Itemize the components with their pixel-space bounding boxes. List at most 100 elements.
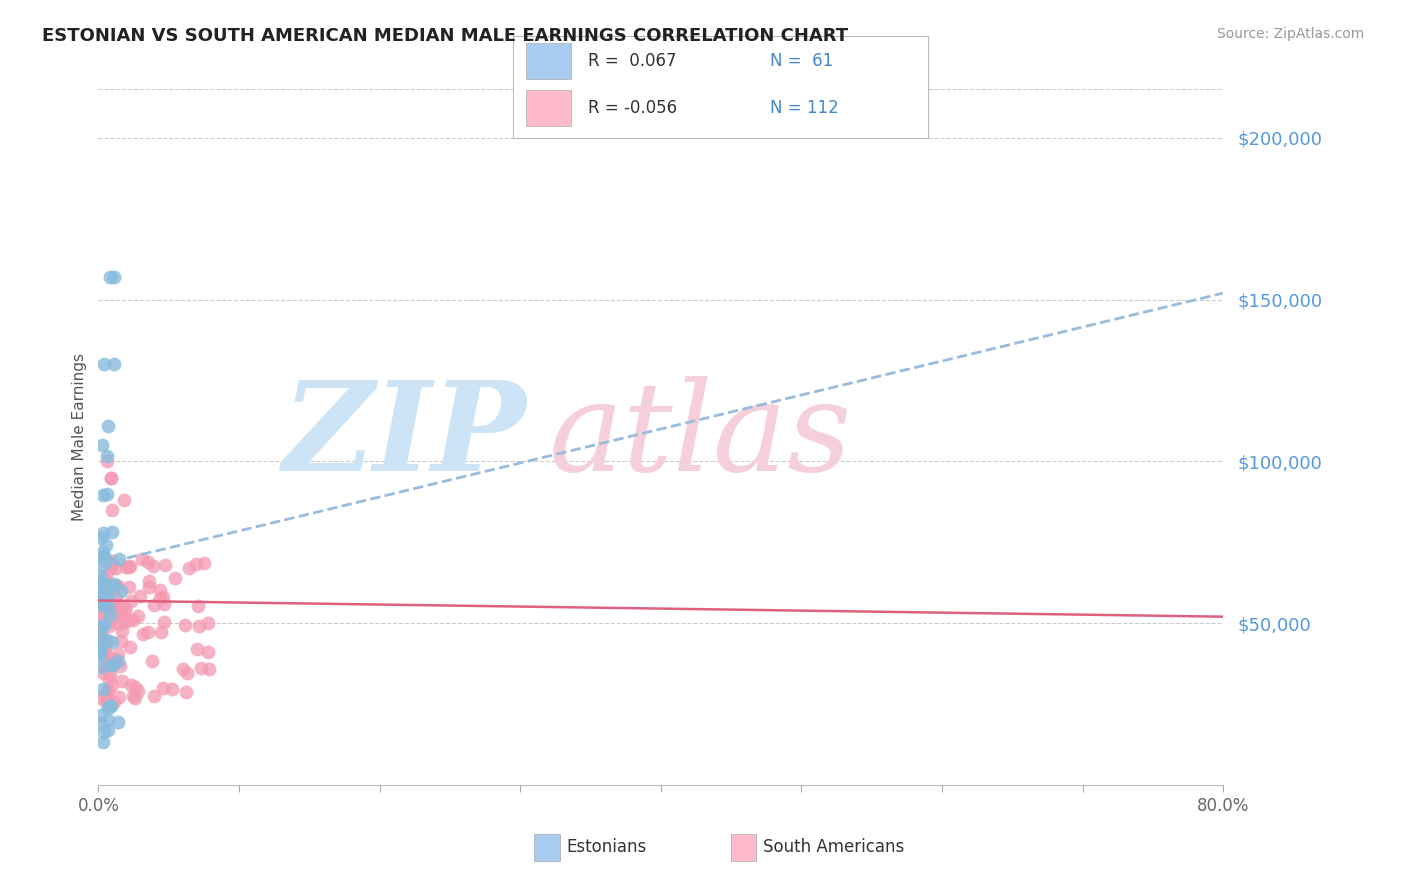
Point: [111, 673, 134, 688]
Point: [94, 640, 117, 655]
Point: [128, 590, 150, 604]
Point: [93, 357, 115, 371]
Y-axis label: Median Male Earnings: Median Male Earnings: [72, 353, 87, 521]
Point: [94, 538, 117, 552]
Point: [108, 617, 131, 632]
Point: [91, 589, 114, 603]
Point: [118, 559, 141, 574]
Point: [100, 470, 122, 484]
Point: [96, 683, 118, 698]
Point: [114, 601, 136, 615]
Point: [127, 683, 149, 698]
Point: [94, 659, 117, 673]
Point: [90, 597, 112, 611]
Point: [141, 654, 163, 668]
Point: [94, 695, 117, 709]
Point: [98, 614, 121, 628]
Point: [165, 571, 187, 585]
Point: [90, 630, 112, 644]
Point: [91, 681, 114, 696]
Point: [153, 597, 176, 611]
Point: [96, 635, 118, 649]
Point: [89, 635, 111, 649]
Point: [93, 617, 115, 632]
Point: [152, 615, 174, 630]
Point: [94, 690, 117, 705]
Point: [89, 601, 111, 615]
Point: [110, 633, 132, 648]
Point: [186, 642, 208, 657]
Point: [89, 647, 111, 661]
Point: [96, 633, 118, 648]
Point: [96, 454, 118, 468]
Point: [149, 591, 172, 605]
Point: [112, 493, 135, 508]
Point: [103, 602, 125, 616]
Point: [93, 571, 115, 585]
Text: Estonians: Estonians: [567, 838, 647, 856]
Text: R =  0.067: R = 0.067: [588, 52, 676, 70]
Point: [172, 662, 194, 676]
Point: [94, 554, 117, 568]
Point: [96, 590, 118, 604]
Point: [100, 667, 122, 681]
Point: [110, 584, 132, 599]
Point: [107, 714, 129, 729]
Point: [143, 598, 166, 612]
Point: [124, 680, 146, 694]
Point: [107, 647, 129, 661]
Point: [90, 660, 112, 674]
Text: atlas: atlas: [548, 376, 852, 498]
Point: [198, 662, 221, 676]
Point: [94, 577, 117, 591]
Point: [91, 526, 114, 541]
Point: [90, 549, 112, 564]
Point: [121, 613, 143, 627]
Point: [98, 607, 121, 622]
FancyBboxPatch shape: [526, 90, 571, 126]
Point: [152, 590, 174, 604]
Point: [93, 725, 115, 739]
Point: [96, 449, 118, 463]
Point: [97, 599, 120, 614]
Point: [100, 470, 122, 484]
Text: South Americans: South Americans: [763, 838, 904, 856]
Point: [124, 691, 146, 706]
Point: [120, 594, 142, 608]
Point: [107, 690, 129, 704]
Point: [118, 640, 141, 655]
Point: [153, 558, 176, 572]
Point: [101, 678, 124, 692]
Point: [103, 598, 125, 612]
Point: [93, 576, 115, 591]
Text: Source: ZipAtlas.com: Source: ZipAtlas.com: [1216, 27, 1364, 41]
Text: N =  61: N = 61: [770, 52, 834, 70]
Point: [96, 580, 118, 594]
Point: [103, 357, 125, 371]
Point: [117, 580, 139, 594]
Point: [118, 613, 141, 627]
Point: [98, 269, 121, 284]
Point: [188, 619, 211, 633]
Point: [107, 654, 129, 668]
Point: [90, 619, 112, 633]
Point: [190, 660, 212, 674]
Point: [120, 678, 142, 692]
Point: [96, 584, 118, 599]
Point: [179, 561, 201, 575]
Point: [176, 666, 198, 681]
Point: [89, 648, 111, 663]
Point: [91, 648, 114, 662]
Point: [94, 648, 117, 662]
Point: [90, 438, 112, 452]
Point: [89, 716, 111, 731]
Point: [103, 577, 125, 591]
Point: [90, 642, 112, 657]
Point: [101, 579, 124, 593]
Point: [101, 503, 124, 517]
Point: [114, 602, 136, 616]
Text: R = -0.056: R = -0.056: [588, 99, 676, 117]
Point: [89, 598, 111, 612]
Point: [105, 591, 128, 605]
Point: [103, 651, 125, 665]
